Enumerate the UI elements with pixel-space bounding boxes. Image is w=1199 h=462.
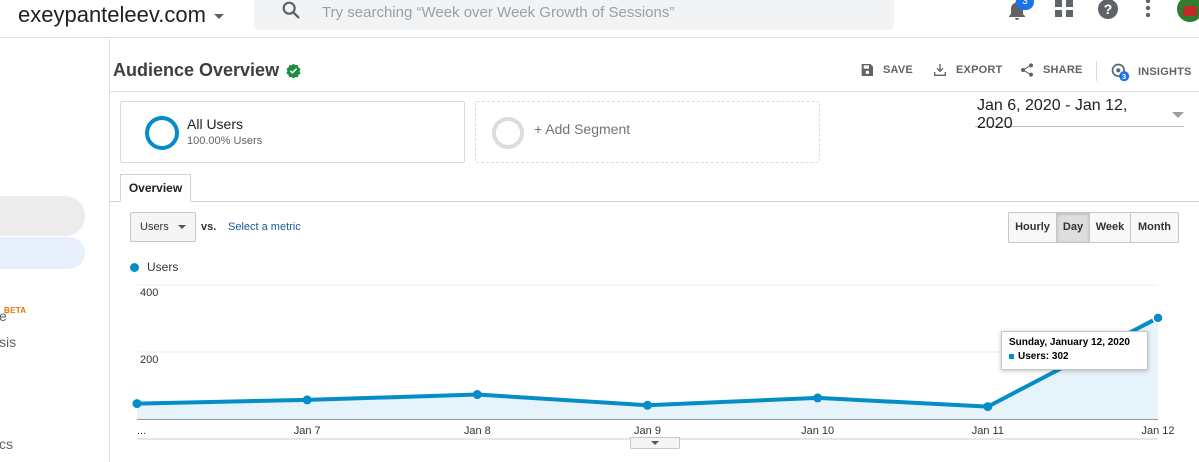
x-tick-label: Jan 12 [1141, 425, 1174, 437]
data-point [302, 395, 312, 405]
search-icon [282, 1, 300, 19]
granularity-toggle: Hourly Day Week Month [1008, 212, 1179, 243]
save-button[interactable]: SAVE [859, 62, 913, 78]
save-label: SAVE [883, 64, 913, 76]
nav-item-fragment[interactable]: sis [0, 334, 17, 350]
metric-select-value: Users [140, 221, 169, 233]
tooltip-title: Sunday, January 12, 2020 [1009, 337, 1130, 348]
actions-divider [1096, 61, 1097, 81]
segment-name: All Users [187, 116, 244, 132]
chart-expand-handle[interactable] [630, 437, 680, 449]
insights-icon: 3 [1111, 63, 1130, 82]
add-segment-label: + Add Segment [534, 121, 631, 137]
data-point [643, 400, 652, 410]
page-title: Audience Overview [113, 60, 301, 81]
save-icon [861, 64, 873, 76]
x-tick-label: Jan 7 [294, 425, 321, 437]
granularity-month[interactable]: Month [1131, 213, 1178, 242]
legend-dot [130, 262, 139, 272]
data-point [1152, 312, 1164, 324]
export-button[interactable]: EXPORT [932, 62, 1002, 78]
segment-percentage: 100.00% Users [187, 135, 263, 147]
export-icon [934, 64, 946, 76]
x-tick-label: Jan 11 [972, 425, 1004, 437]
granularity-day[interactable]: Day [1057, 213, 1090, 242]
more-vert-icon[interactable] [1136, 0, 1160, 22]
granularity-week[interactable]: Week [1090, 213, 1131, 242]
tab-overview[interactable]: Overview [120, 174, 191, 202]
share-label: SHARE [1043, 64, 1083, 76]
x-tick-label: Jan 10 [801, 425, 834, 437]
add-segment-button[interactable]: + Add Segment [475, 101, 820, 163]
tab-divider [110, 201, 1199, 202]
notification-badge: 3 [1016, 0, 1034, 10]
avatar[interactable] [1175, 0, 1199, 24]
data-point [813, 393, 823, 403]
export-label: EXPORT [956, 64, 1003, 76]
granularity-hourly[interactable]: Hourly [1009, 213, 1057, 242]
empty-segment-ring-icon [492, 117, 524, 149]
x-tick-label: Jan 9 [634, 425, 661, 437]
chart-legend: Users [130, 260, 178, 274]
select-metric-link[interactable]: Select a metric [228, 221, 301, 233]
y-tick-label: 200 [140, 354, 158, 366]
chevron-down-icon [213, 13, 224, 19]
date-range-label: Jan 6, 2020 - Jan 12, 2020 [977, 97, 1128, 132]
metric-select[interactable]: Users [130, 212, 196, 242]
nav-item-fragment[interactable]: e [0, 308, 7, 324]
data-point [472, 390, 482, 400]
segment-ring-icon [145, 116, 179, 150]
data-point [132, 399, 142, 409]
legend-label: Users [147, 260, 179, 274]
nav-item-highlighted[interactable] [0, 196, 85, 236]
insights-label: INSIGHTS [1138, 66, 1192, 78]
x-tick-label: Jan 8 [464, 425, 491, 437]
page-title-text: Audience Overview [113, 60, 280, 80]
apps-grid-icon[interactable] [1052, 0, 1076, 22]
svg-text:?: ? [1104, 1, 1113, 17]
segment-all-users[interactable]: All Users 100.00% Users [120, 101, 465, 163]
share-button[interactable]: SHARE [1019, 62, 1083, 78]
insights-button[interactable]: 3 INSIGHTS [1110, 62, 1192, 82]
y-tick-label: 400 [140, 287, 158, 299]
tooltip-value: Users: 302 [1018, 351, 1069, 362]
account-name: exeypanteleev.com [18, 2, 206, 27]
insights-badge: 3 [1122, 72, 1126, 81]
chevron-down-icon [178, 225, 186, 229]
share-icon [1021, 63, 1033, 77]
vs-label: vs. [201, 221, 217, 233]
header-divider [110, 91, 1199, 92]
data-point [983, 402, 993, 412]
search-input[interactable] [322, 0, 882, 24]
nav-item-fragment[interactable]: cs [0, 436, 13, 452]
date-range-picker[interactable]: Jan 6, 2020 - Jan 12, 2020 [975, 97, 1184, 132]
beta-badge: BETA [4, 306, 27, 315]
help-icon[interactable]: ? [1096, 0, 1120, 22]
search-bar[interactable] [254, 0, 894, 30]
tooltip-row: Users: 302 [1009, 351, 1140, 362]
chevron-down-icon [1172, 112, 1184, 118]
chart-tooltip: Sunday, January 12, 2020 Users: 302 [1001, 331, 1148, 370]
x-tick-label: ... [137, 425, 146, 437]
tooltip-series-swatch [1009, 354, 1014, 359]
verified-check-icon [286, 63, 301, 78]
nav-item-selected[interactable] [0, 237, 85, 269]
top-bar: exeypanteleev.com 3 ? [0, 0, 1199, 38]
account-selector[interactable]: exeypanteleev.com [18, 2, 224, 28]
left-navigation: e BETA sis cs [0, 39, 110, 462]
